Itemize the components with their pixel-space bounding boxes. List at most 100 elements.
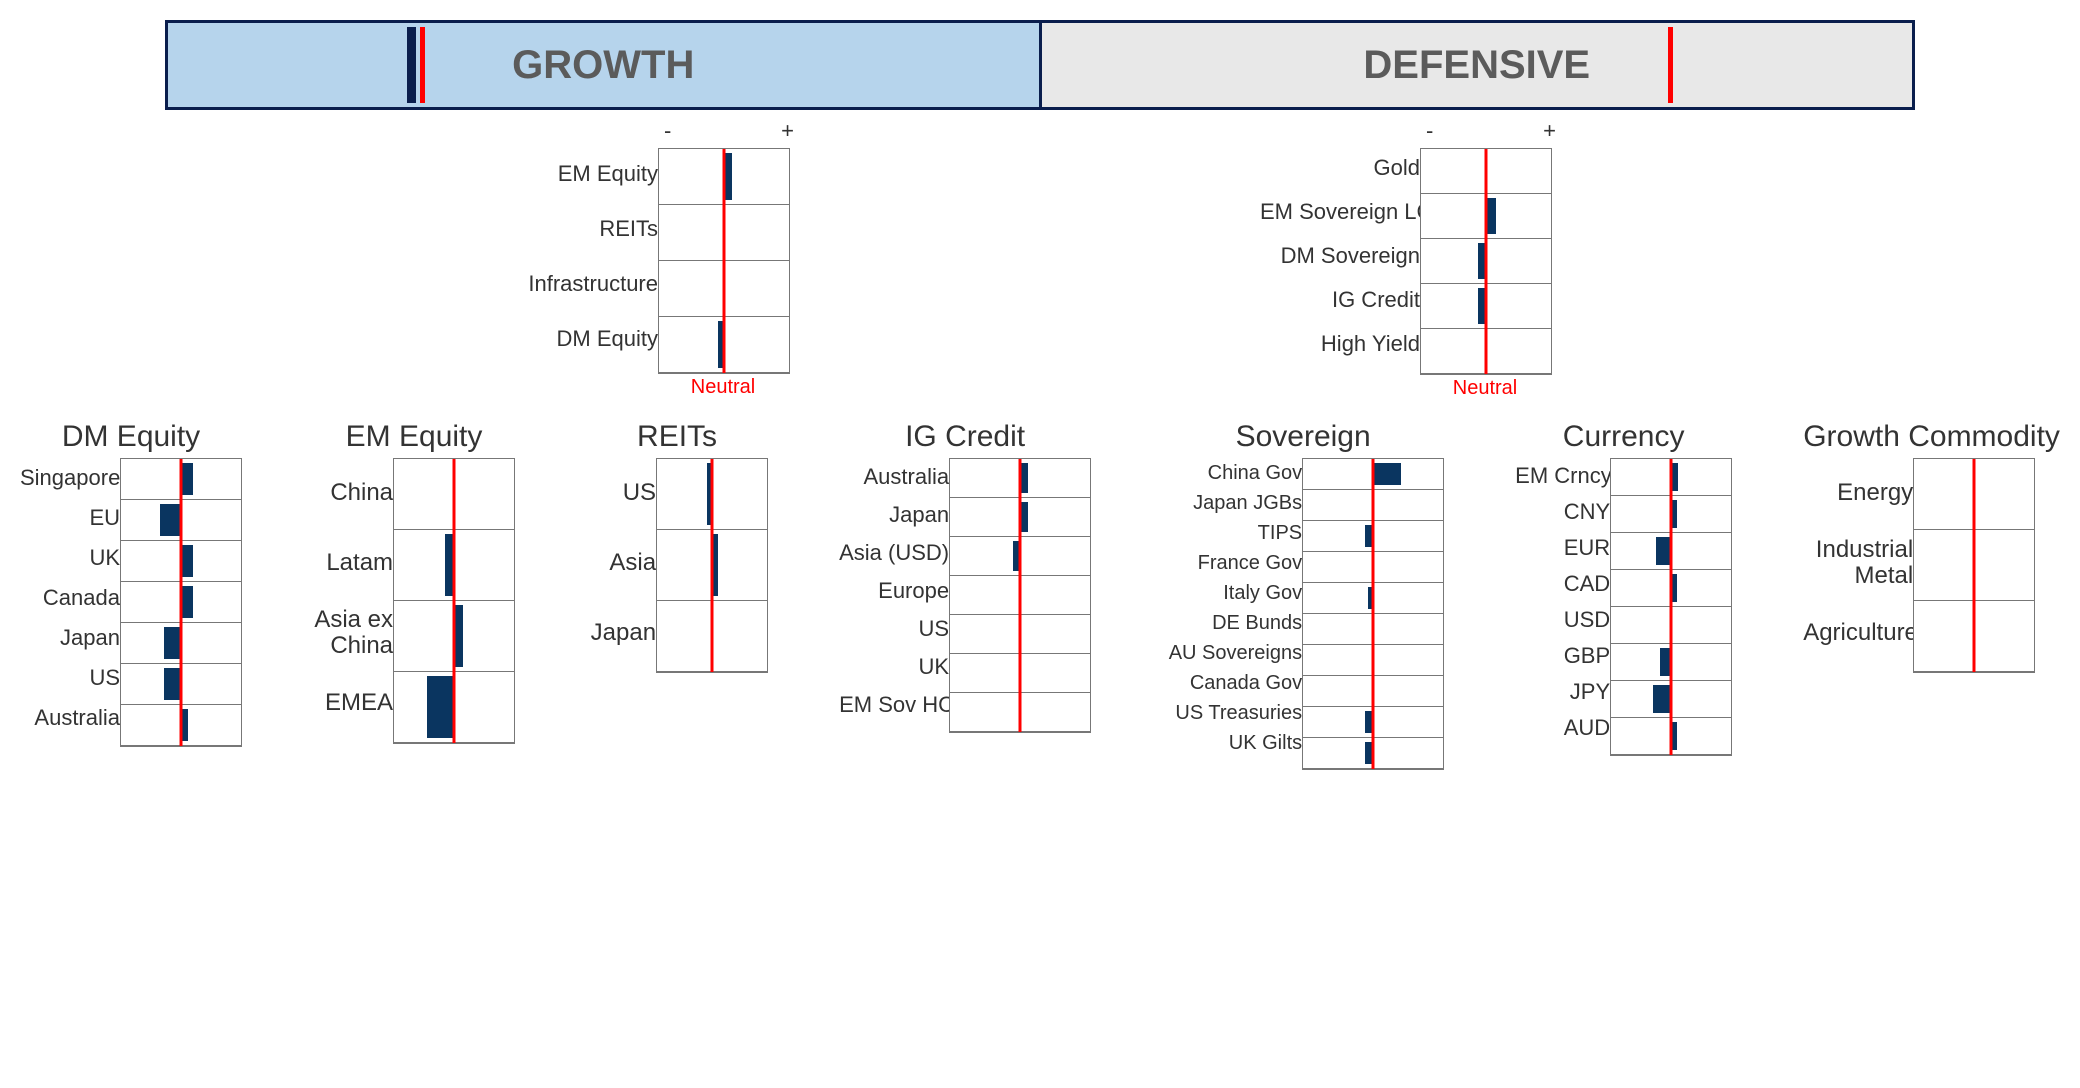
header-defensive: DEFENSIVE [1042,23,1913,107]
header-growth: GROWTH [168,23,1042,107]
row-label: JPY [1515,674,1616,710]
row-label: DM Equity [518,311,664,366]
neutral-line [711,459,714,672]
row-label: TIPS [1162,518,1308,548]
bar [427,676,454,738]
chart-box [656,458,768,673]
bar [160,504,181,536]
bottom-col: REITsUSAsiaJapan [586,420,768,673]
row-label: UK Gilts [1162,728,1308,758]
row-label: Asia [586,528,662,598]
row-label: AU Sovereigns [1162,638,1308,668]
signs-row: -+ [1420,118,1562,148]
section-title: IG Credit [839,420,1091,454]
row-label: GBP [1515,638,1616,674]
header-growth-tick [407,27,416,103]
neutral-label: Neutral [1420,377,1550,400]
header-growth-marker [420,27,425,103]
row-label: High Yield [1260,322,1426,366]
chart-box [1610,458,1732,756]
bar [181,545,193,577]
neutral-line [453,459,456,743]
bottom-col: IG CreditAustraliaJapanAsia (USD)EuropeU… [839,420,1091,733]
section-title: EM Equity [313,420,515,454]
row-label: REITs [518,201,664,256]
chart-box [120,458,242,747]
chart-root: GROWTH DEFENSIVE EM EquityREITsInfrastru… [20,20,2060,770]
row-label: China Gov [1162,458,1308,488]
row-label: IndustrialMetal [1803,528,1919,598]
row-label: EMEA [313,668,399,738]
neutral-line [1670,459,1673,755]
row-label: USD [1515,602,1616,638]
row-label: UK [839,648,955,686]
minus-sign: - [664,118,671,146]
chart-box [1420,148,1552,375]
bottom-col: EM EquityChinaLatamAsia exChinaEMEA [313,420,515,744]
row-label: EM Sovereign LC [1260,190,1426,234]
row-label: DM Sovereign [1260,234,1426,278]
row-label: Japan [586,598,662,668]
row-label: Singapore [20,458,126,498]
row-label: US [839,610,955,648]
row-label: Australia [839,458,955,496]
breakdown-chart: DM EquitySingaporeEUUKCanadaJapanUSAustr… [20,420,242,747]
row-label: CAD [1515,566,1616,602]
row-label: US Treasuries [1162,698,1308,728]
top-defensive-chart: GoldEM Sovereign LCDM SovereignIG Credit… [1260,118,1562,400]
row-label: Japan JGBs [1162,488,1308,518]
row-label: US [20,658,126,698]
breakdown-chart: SovereignChina GovJapan JGBsTIPSFrance G… [1162,420,1444,770]
row-label: US [586,458,662,528]
bottom-col: SovereignChina GovJapan JGBsTIPSFrance G… [1162,420,1444,770]
row-label: Europe [839,572,955,610]
row-label: EU [20,498,126,538]
signs-row: -+ [658,118,800,148]
chart-box [949,458,1091,733]
header-growth-label: GROWTH [512,43,694,88]
row-label: EM Crncy [1515,458,1616,494]
row-label: CNY [1515,494,1616,530]
row-label: Energy [1803,458,1919,528]
bar [164,627,181,659]
neutral-line [1019,459,1022,732]
breakdown-chart: EM EquityChinaLatamAsia exChinaEMEA [313,420,515,744]
plus-sign: + [781,118,794,146]
neutral-line [1973,459,1976,672]
row-label: UK [20,538,126,578]
breakdown-chart: IG CreditAustraliaJapanAsia (USD)EuropeU… [839,420,1091,733]
minus-sign: - [1426,118,1433,146]
plus-sign: + [1543,118,1556,146]
breakdown-chart: CurrencyEM CrncyCNYEURCADUSDGBPJPYAUD [1515,420,1732,756]
bar [1373,463,1401,485]
row-label: Asia exChina [313,598,399,668]
row-label: Asia (USD) [839,534,955,572]
row-label: Canada Gov [1162,668,1308,698]
neutral-line [1485,149,1488,374]
row-label: AUD [1515,710,1616,746]
breakdown-chart: REITsUSAsiaJapan [586,420,768,673]
row-label: Gold [1260,146,1426,190]
chart-box [1302,458,1444,770]
chart-box [658,148,790,374]
bar [1653,685,1671,713]
top-growth-chart: EM EquityREITsInfrastructureDM Equity-+N… [518,118,800,399]
bottom-col: Growth CommodityEnergyIndustrialMetalAgr… [1803,420,2060,673]
header-bar: GROWTH DEFENSIVE [165,20,1915,110]
bar [181,586,193,618]
row-label: Latam [313,528,399,598]
bar [181,463,193,495]
row-label: Australia [20,698,126,738]
row-label: Japan [839,496,955,534]
row-label: EM Sov HC [839,686,955,724]
bottom-col: DM EquitySingaporeEUUKCanadaJapanUSAustr… [20,420,242,747]
section-title: Currency [1515,420,1732,454]
neutral-label: Neutral [658,376,788,399]
breakdown-chart: Growth CommodityEnergyIndustrialMetalAgr… [1803,420,2060,673]
top-summary-row: EM EquityREITsInfrastructureDM Equity-+N… [20,118,2060,400]
neutral-line [723,149,726,373]
row-label: Japan [20,618,126,658]
bar [164,668,181,700]
row-label: Agriculture [1803,598,1919,668]
row-label: France Gov [1162,548,1308,578]
